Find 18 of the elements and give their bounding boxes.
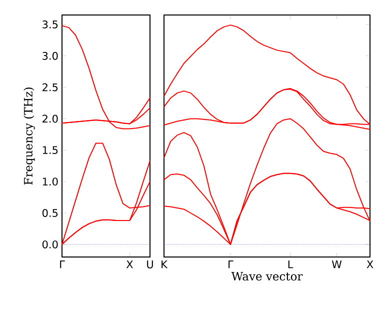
- y-tick-label: 0.0: [42, 240, 58, 248]
- y-axis-title: Frequency (THz): [24, 88, 35, 185]
- y-tick-label: 1.5: [42, 146, 58, 154]
- y-tick-label: 3.5: [42, 20, 58, 28]
- x-tick-label: U: [147, 260, 153, 268]
- x-tick-label: X: [366, 260, 374, 268]
- y-tick-label: 2.0: [42, 114, 58, 123]
- y-tick-label: 1.0: [42, 178, 58, 186]
- x-tick-label: L: [288, 260, 294, 268]
- x-tick-label: Γ: [60, 260, 65, 268]
- x-tick-label: W: [332, 260, 342, 268]
- x-tick-label: K: [162, 260, 168, 268]
- y-tick-label: 2.5: [42, 83, 58, 92]
- x-tick-label: X: [126, 260, 133, 268]
- x-tick-label: Γ: [228, 260, 234, 268]
- x-axis-title: Wave vector: [231, 272, 303, 281]
- y-tick-label: 3.0: [42, 52, 58, 60]
- y-tick-label: 0.5: [42, 209, 58, 217]
